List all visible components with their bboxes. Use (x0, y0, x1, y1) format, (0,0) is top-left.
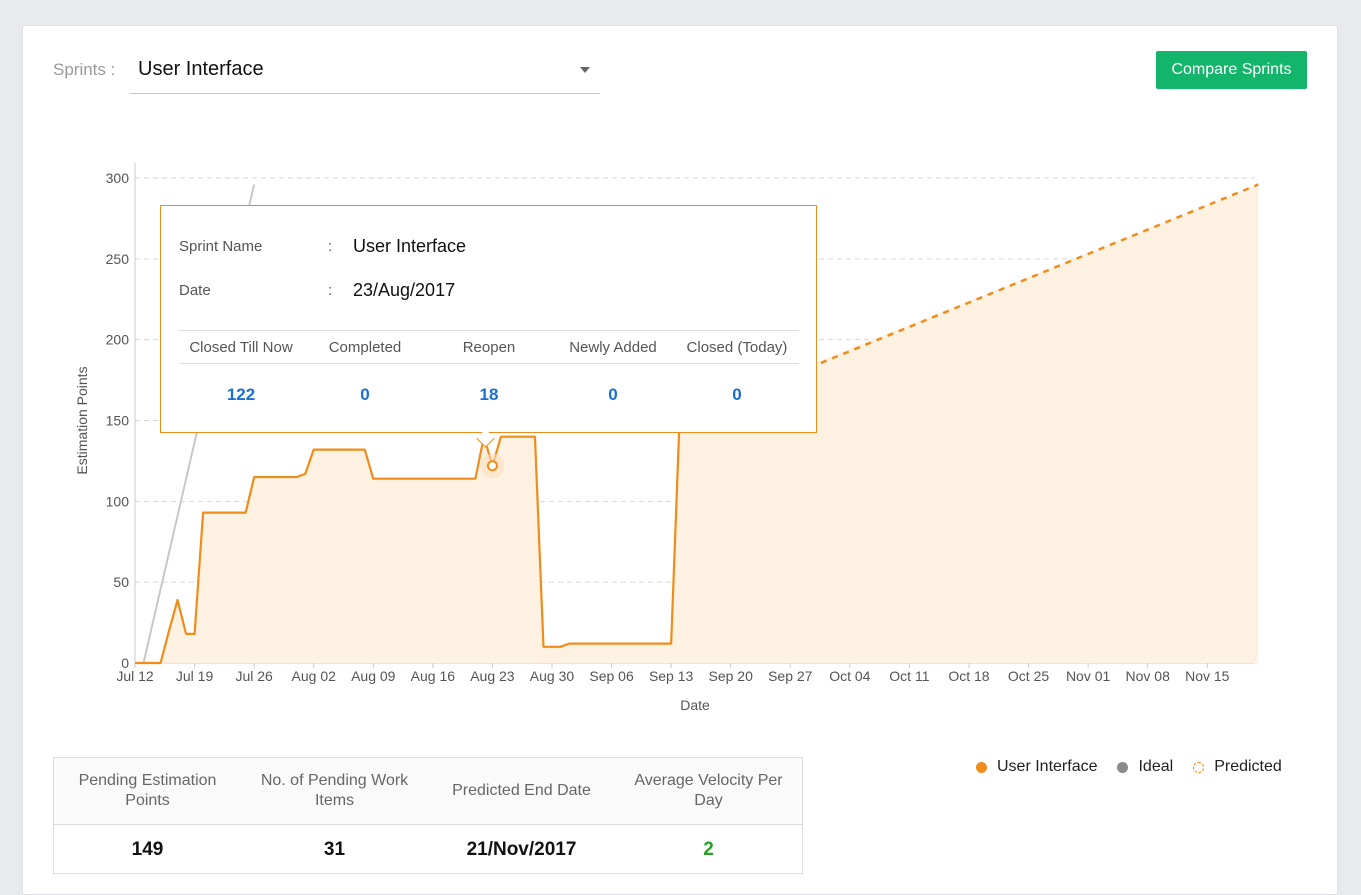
tooltip-table: Closed Till Now Completed Reopen Newly A… (179, 330, 799, 426)
x-axis-title: Date (680, 697, 710, 713)
x-tick-label: Aug 16 (411, 668, 456, 684)
x-tick-label: Aug 02 (292, 668, 337, 684)
tooltip-closed-till-now-value: 122 (226, 385, 256, 404)
series-predicted-line (798, 183, 1259, 374)
x-tick-label: Aug 09 (351, 668, 396, 684)
legend-item-user-interface[interactable]: User Interface (976, 758, 1097, 776)
grey-dot-icon (1117, 761, 1129, 773)
x-tick-label: Sep 13 (649, 668, 694, 684)
legend-label: User Interface (997, 758, 1098, 775)
x-tick-label: Nov 15 (1185, 668, 1230, 684)
chart-legend: User Interface Ideal Predicted (976, 758, 1302, 776)
legend-item-predicted[interactable]: Predicted (1193, 758, 1282, 776)
tooltip-closed-today-value: 0 (732, 385, 742, 404)
x-tick-label: Oct 04 (829, 668, 870, 684)
dashed-circle-icon (1193, 761, 1205, 773)
stats-predicted-end-value: 21/Nov/2017 (466, 839, 577, 860)
tooltip-newly-added-value: 0 (608, 385, 618, 404)
tooltip-date-value: 23/Aug/2017 (353, 280, 456, 300)
x-tick-label: Sep 27 (768, 668, 813, 684)
y-tick-label: 250 (106, 251, 130, 267)
tooltip-reopen-value: 18 (479, 385, 499, 404)
highlight-point (486, 460, 498, 472)
tooltip-sprint-name-value: User Interface (353, 236, 467, 256)
y-tick-label: 50 (113, 574, 129, 590)
y-tick-label: 100 (106, 493, 130, 509)
y-tick-label: 200 (106, 332, 130, 348)
compare-sprints-button[interactable]: Compare Sprints (1156, 51, 1307, 89)
sprint-dropdown[interactable]: User Interface (130, 52, 600, 94)
sprint-stats-table: Pending Estimation Points No. of Pending… (53, 757, 803, 874)
x-tick-label: Sep 06 (589, 668, 634, 684)
legend-label: Predicted (1214, 758, 1282, 775)
stats-header-velocity: Average Velocity Per Day (634, 772, 783, 809)
chart-tooltip: Sprint Name : User Interface Date : 23/A… (160, 205, 817, 448)
stats-header-pending-items: No. of Pending Work Items (260, 772, 409, 809)
tooltip-col-header: Newly Added (569, 338, 657, 356)
x-tick-label: Jul 19 (176, 668, 214, 684)
x-tick-label: Aug 30 (530, 668, 575, 684)
stats-header-pending-points: Pending Estimation Points (78, 772, 217, 809)
orange-dot-icon (976, 761, 987, 773)
tooltip-separator: : (328, 282, 333, 299)
legend-label: Ideal (1138, 758, 1174, 775)
tooltip-date-label: Date (179, 282, 211, 299)
stats-velocity-value: 2 (703, 839, 714, 860)
series-user-interface-line (135, 417, 681, 665)
tooltip-col-header: Closed Till Now (189, 338, 293, 356)
sprint-dropdown-value: User Interface (138, 58, 264, 80)
stats-header-predicted-end: Predicted End Date (452, 782, 591, 799)
tooltip-sprint-name-label: Sprint Name (179, 238, 263, 255)
tooltip-col-header: Reopen (462, 338, 516, 356)
chevron-down-icon[interactable] (580, 67, 590, 73)
tooltip-col-header: Completed (328, 338, 402, 356)
y-axis-title: Estimation Points (74, 366, 90, 474)
tooltip-col-header: Closed (Today) (686, 338, 788, 356)
y-tick-label: 0 (121, 655, 129, 671)
x-tick-label: Jul 12 (116, 668, 154, 684)
sprints-label: Sprints : (53, 60, 116, 79)
y-tick-label: 150 (106, 413, 130, 429)
legend-item-ideal[interactable]: Ideal (1117, 758, 1173, 776)
x-tick-label: Oct 18 (948, 668, 989, 684)
x-tick-label: Oct 25 (1008, 668, 1049, 684)
x-tick-label: Jul 26 (235, 668, 273, 684)
stats-pending-items-value: 31 (323, 839, 346, 860)
tooltip-completed-value: 0 (360, 385, 370, 404)
x-tick-label: Oct 11 (889, 668, 929, 684)
y-tick-label: 300 (106, 170, 130, 186)
tooltip-separator: : (328, 238, 333, 255)
x-tick-label: Nov 08 (1126, 668, 1171, 684)
x-tick-label: Nov 01 (1066, 668, 1111, 684)
x-tick-label: Aug 23 (470, 668, 515, 684)
stats-pending-points-value: 149 (131, 839, 164, 860)
x-tick-label: Sep 20 (709, 668, 754, 684)
